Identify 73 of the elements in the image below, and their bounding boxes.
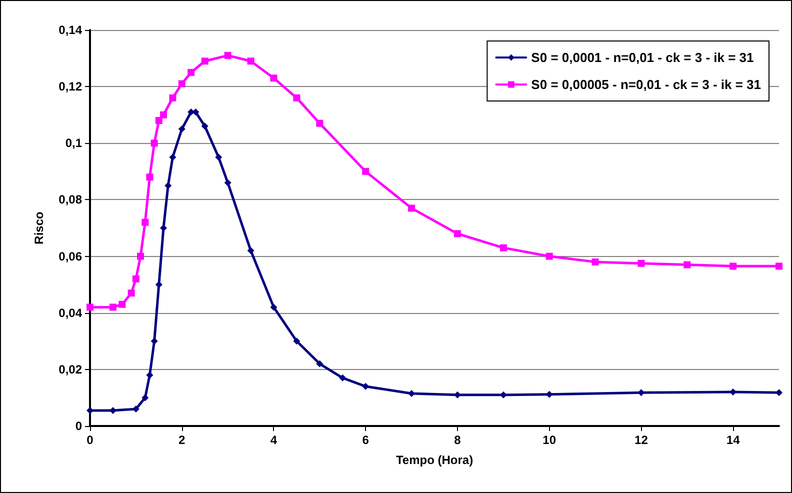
point bbox=[128, 290, 135, 297]
x-tick-label: 4 bbox=[270, 433, 278, 447]
point bbox=[776, 262, 782, 270]
point bbox=[247, 247, 254, 254]
legend-label: S0 = 0,0001 - n=0,01 - ck = 3 - ik = 31 bbox=[531, 50, 754, 65]
point bbox=[164, 182, 172, 190]
point bbox=[224, 179, 232, 186]
point bbox=[109, 304, 116, 311]
x-axis-title: Tempo (Hora) bbox=[396, 453, 474, 467]
x-tick-label: 10 bbox=[542, 433, 556, 447]
point bbox=[546, 252, 553, 260]
point bbox=[155, 117, 162, 124]
point bbox=[638, 389, 645, 396]
point bbox=[730, 262, 737, 270]
point bbox=[169, 154, 176, 161]
point bbox=[132, 275, 140, 282]
point bbox=[160, 111, 167, 118]
point bbox=[155, 281, 162, 288]
point bbox=[86, 406, 94, 414]
x-tick-label: 0 bbox=[86, 433, 94, 447]
point bbox=[247, 58, 254, 65]
point bbox=[454, 230, 461, 238]
legend-label: S0 = 0,00005 - n=0,01 - ck = 3 - ik = 31 bbox=[531, 77, 762, 92]
point bbox=[146, 372, 154, 379]
point bbox=[684, 261, 691, 268]
point bbox=[201, 122, 208, 130]
x-tick-label: 12 bbox=[634, 433, 648, 447]
x-tick-label: 8 bbox=[454, 433, 462, 447]
point bbox=[215, 154, 222, 161]
y-tick-label: 0,1 bbox=[65, 136, 82, 150]
point bbox=[178, 80, 186, 88]
point bbox=[270, 304, 278, 311]
y-axis-title: Risco bbox=[32, 212, 46, 244]
point bbox=[776, 389, 782, 396]
point bbox=[201, 58, 208, 65]
point bbox=[142, 218, 149, 226]
point bbox=[118, 300, 126, 308]
point bbox=[160, 224, 167, 232]
point bbox=[500, 391, 507, 398]
point bbox=[169, 94, 176, 102]
y-tick-label: 0,06 bbox=[58, 249, 82, 264]
point bbox=[316, 360, 324, 368]
point bbox=[316, 120, 324, 127]
y-tick-label: 0,08 bbox=[58, 192, 82, 207]
point bbox=[270, 74, 278, 82]
y-tick-label: 0 bbox=[75, 419, 82, 433]
point bbox=[188, 68, 195, 76]
point bbox=[142, 394, 149, 402]
y-tick-label: 0,02 bbox=[58, 362, 82, 376]
point bbox=[362, 382, 370, 390]
y-tick-label: 0,14 bbox=[58, 23, 82, 37]
point bbox=[293, 338, 300, 345]
point bbox=[592, 258, 599, 266]
x-tick-label: 6 bbox=[362, 433, 370, 447]
point bbox=[224, 52, 232, 59]
x-tick-label: 14 bbox=[726, 433, 740, 447]
point bbox=[339, 374, 346, 382]
point bbox=[137, 252, 144, 260]
point bbox=[408, 204, 416, 212]
point bbox=[150, 338, 158, 345]
y-tick-label: 0,12 bbox=[58, 80, 82, 94]
y-tick-label: 0,04 bbox=[58, 306, 82, 320]
point bbox=[192, 108, 200, 116]
point bbox=[86, 304, 94, 311]
point bbox=[362, 168, 370, 175]
point bbox=[178, 126, 186, 132]
point bbox=[146, 174, 154, 181]
point bbox=[293, 94, 300, 102]
x-tick-label: 2 bbox=[178, 433, 186, 447]
point bbox=[638, 260, 645, 267]
point bbox=[546, 390, 553, 398]
point bbox=[500, 244, 507, 252]
point bbox=[150, 140, 158, 147]
